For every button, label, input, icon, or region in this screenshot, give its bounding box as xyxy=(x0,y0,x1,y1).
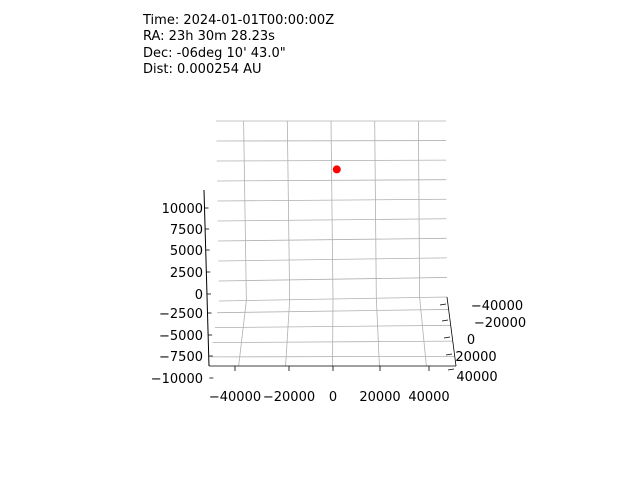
floor-gridline xyxy=(212,340,453,343)
floor-gridline xyxy=(375,298,380,367)
floor-gridline xyxy=(285,299,291,367)
z-tick-label: 10000 xyxy=(162,202,203,217)
floor-gridline xyxy=(419,297,427,367)
y-tick-label: 20000 xyxy=(455,350,496,365)
floor-gridline xyxy=(217,309,449,314)
floor-gridline xyxy=(238,300,247,367)
z-tick-label: 5000 xyxy=(170,244,203,259)
x-tick-label: −20000 xyxy=(263,390,315,405)
z-tick-label: −10000 xyxy=(151,372,203,387)
floor-gridline xyxy=(214,324,451,329)
back-wall-gridline xyxy=(330,120,334,300)
grid-lines xyxy=(210,120,455,367)
y-tick-label: −40000 xyxy=(471,299,523,314)
y-tick-mark xyxy=(445,353,453,356)
data-point xyxy=(332,165,341,174)
x-tick-label: −40000 xyxy=(209,390,261,405)
y-axis-line xyxy=(446,296,457,367)
ra-readout: RA: 23h 30m 28.23s xyxy=(143,29,275,45)
z-tick-label: 0 xyxy=(195,288,203,303)
z-tick-label: −2500 xyxy=(159,307,203,322)
dist-readout: Dist: 0.000254 AU xyxy=(143,61,262,77)
x-tick-label: 20000 xyxy=(359,390,400,405)
z-tick-label: −5000 xyxy=(159,329,203,344)
back-wall-gridline xyxy=(243,120,247,301)
time-readout: Time: 2024-01-01T00:00:00Z xyxy=(143,13,335,28)
back-wall-gridline xyxy=(374,120,377,299)
y-tick-mark xyxy=(443,336,451,339)
floor-gridline xyxy=(332,298,334,367)
floor-gridline xyxy=(210,355,455,358)
back-wall-gridline xyxy=(418,120,421,298)
z-axis-line xyxy=(203,189,210,367)
z-tick-label: 7500 xyxy=(170,223,203,238)
tick-labels: −40000 −20000 0 20000 40000−40000−2000002000… xyxy=(151,202,526,405)
y-tick-mark xyxy=(439,303,447,306)
y-tick-label: 40000 xyxy=(456,370,497,385)
dec-readout: Dec: -06deg 10' 43.0" xyxy=(143,45,286,61)
x-tick-label: 40000 xyxy=(408,390,449,405)
y-tick-label: 0 xyxy=(467,333,475,348)
z-tick-label: 2500 xyxy=(170,266,203,281)
position-readout: Time: 2024-01-01T00:00:00Z RA: 23h 30m 2… xyxy=(143,13,334,78)
y-tick-mark xyxy=(441,319,449,322)
z-tick-label: −7500 xyxy=(159,350,203,365)
x-tick-label: 0 xyxy=(329,390,337,405)
y-tick-mark xyxy=(447,368,455,371)
data-points xyxy=(332,165,341,174)
back-wall-gridline xyxy=(286,120,291,300)
y-tick-label: −20000 xyxy=(474,316,526,331)
axis-lines xyxy=(203,189,457,379)
